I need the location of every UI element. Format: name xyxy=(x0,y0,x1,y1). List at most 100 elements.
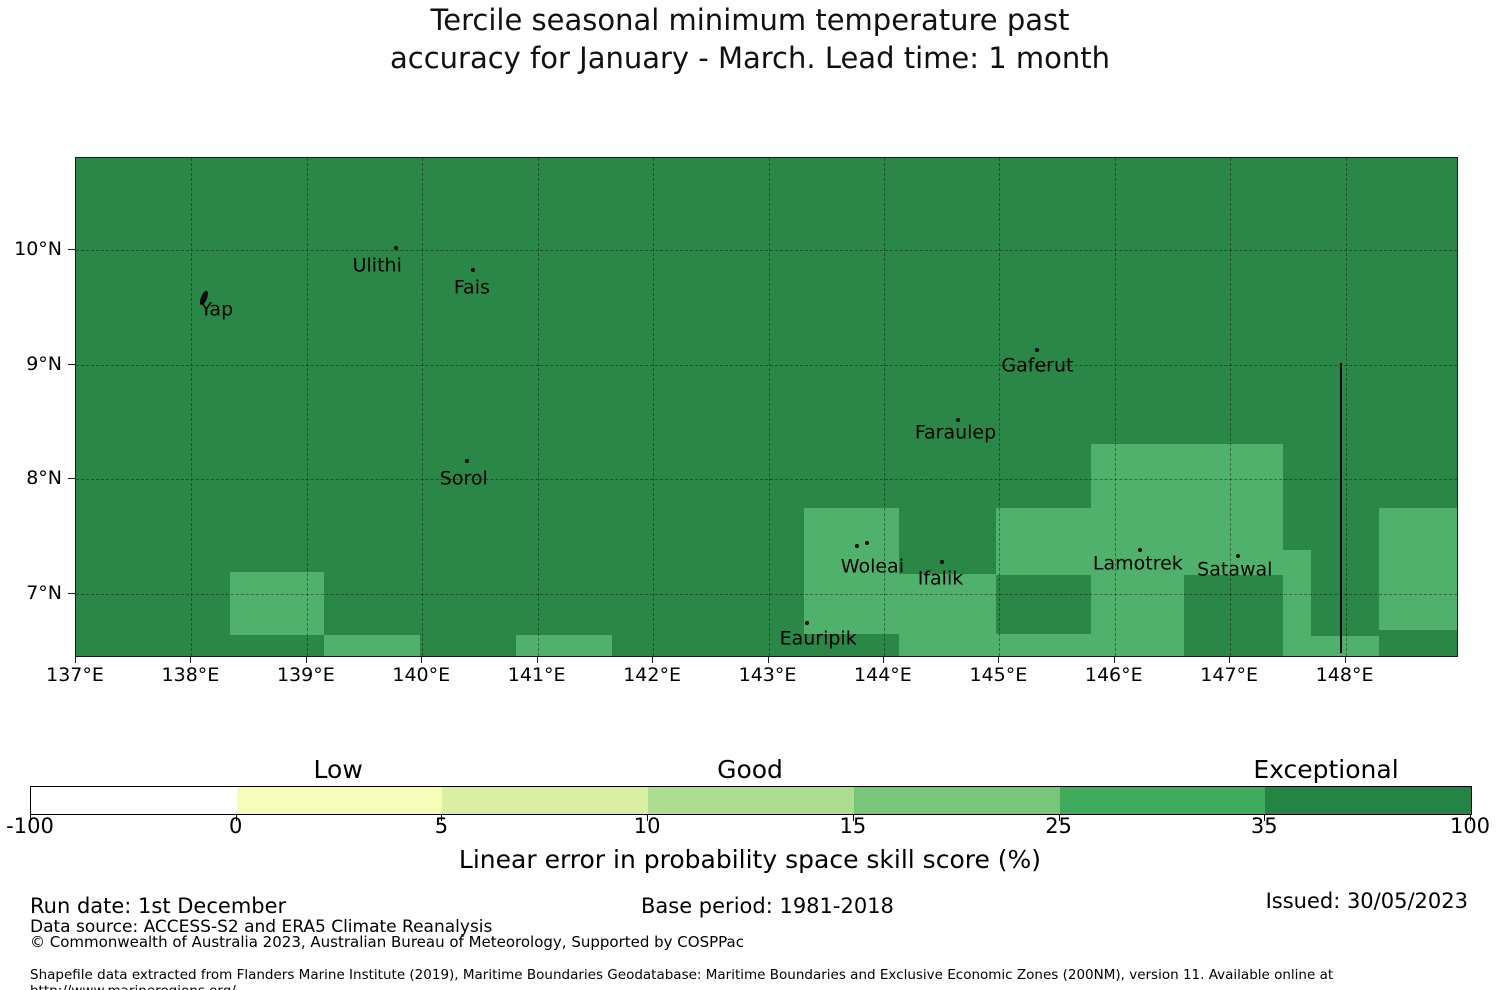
colorbar-tick-label: -100 xyxy=(6,814,54,838)
island-faraulep xyxy=(955,417,960,422)
island-satawal xyxy=(1236,553,1241,558)
gridline-vertical xyxy=(1230,158,1232,656)
island-label-satawal: Satawal xyxy=(1197,558,1273,581)
colorbar-category-exceptional: Exceptional xyxy=(1253,755,1399,784)
y-tick-label: 7°N xyxy=(26,581,62,604)
x-tick-mark xyxy=(1344,656,1346,663)
x-tick-mark xyxy=(1113,656,1115,663)
island-label-faraulep: Faraulep xyxy=(914,421,997,444)
skill-cell xyxy=(1090,575,1185,656)
x-tick-label: 147°E xyxy=(1200,664,1259,686)
y-tick-mark xyxy=(68,592,75,594)
colorbar-segment xyxy=(31,787,237,814)
island-label-gaferut: Gaferut xyxy=(1001,354,1074,377)
skill-cell xyxy=(229,571,325,635)
x-tick-label: 145°E xyxy=(969,664,1028,686)
island-label-yap: Yap xyxy=(200,298,234,321)
gridline-horizontal xyxy=(76,250,1457,252)
colorbar-category-good: Good xyxy=(717,755,783,784)
colorbar-caption: Linear error in probability space skill … xyxy=(458,845,1042,874)
skill-cell xyxy=(1090,443,1284,508)
y-tick-mark xyxy=(68,249,75,251)
chart-title-line-1: Tercile seasonal minimum temperature pas… xyxy=(430,3,1070,37)
x-tick-label: 137°E xyxy=(46,664,104,686)
skill-cell xyxy=(804,507,899,634)
colorbar-tick-label: 10 xyxy=(633,814,661,838)
colorbar-tick-mark xyxy=(647,814,649,821)
colorbar-tick-label: 100 xyxy=(1449,814,1491,838)
island-label-sorol: Sorol xyxy=(439,467,488,490)
x-tick-mark xyxy=(190,656,192,663)
y-tick-label: 8°N xyxy=(26,467,62,490)
island-ulithi xyxy=(393,245,398,250)
skill-cell xyxy=(515,634,612,656)
shapefile-note-text: Shapefile data extracted from Flanders M… xyxy=(30,967,1334,990)
colorbar-tick-mark xyxy=(1470,814,1471,821)
colorbar-tick-label: 35 xyxy=(1250,814,1278,838)
colorbar-segment xyxy=(1059,787,1266,814)
gridline-vertical xyxy=(1114,158,1116,656)
colorbar-tick-label: 15 xyxy=(839,814,867,838)
island-label-ifalik: Ifalik xyxy=(917,567,964,590)
base-period-text: Base period: 1981-2018 xyxy=(641,894,894,918)
colorbar-tick-label: 5 xyxy=(434,814,449,838)
island-gaferut xyxy=(1035,347,1040,352)
x-tick-mark xyxy=(998,656,1000,663)
y-tick-mark xyxy=(68,478,75,480)
gridline-horizontal xyxy=(76,364,1457,366)
skill-cell xyxy=(1283,550,1311,636)
colorbar-tick-mark xyxy=(1264,814,1266,821)
skill-cell xyxy=(898,574,996,656)
chart-title-line-2: accuracy for January - March. Lead time:… xyxy=(389,41,1110,75)
colorbar-tick-mark xyxy=(235,814,237,821)
island-fais xyxy=(471,267,476,272)
colorbar-tick-mark xyxy=(852,814,854,821)
x-tick-mark xyxy=(1229,656,1231,663)
skill-cell xyxy=(324,634,420,656)
island-label-woleai: Woleai xyxy=(840,555,904,578)
x-tick-label: 144°E xyxy=(854,664,912,686)
gridline-vertical xyxy=(1345,158,1347,656)
gridline-vertical xyxy=(768,158,770,656)
data-source-text: Data source: ACCESS-S2 and ERA5 Climate … xyxy=(30,917,493,937)
gridline-vertical xyxy=(422,158,424,656)
x-tick-mark xyxy=(305,656,307,663)
x-tick-mark xyxy=(75,656,76,663)
colorbar xyxy=(30,786,1472,815)
skill-cell xyxy=(995,633,1091,656)
colorbar-segment xyxy=(442,787,649,814)
x-tick-label: 139°E xyxy=(276,664,335,686)
copyright-text: © Commonwealth of Australia 2023, Austra… xyxy=(30,933,744,951)
gridline-vertical xyxy=(883,158,885,656)
x-tick-mark xyxy=(536,656,538,663)
island-label-lamotrek: Lamotrek xyxy=(1092,552,1183,575)
island-label-fais: Fais xyxy=(453,276,490,299)
colorbar-tick-mark xyxy=(30,814,31,821)
y-tick-label: 10°N xyxy=(14,238,62,261)
island-woleai xyxy=(855,543,860,548)
x-tick-label: 141°E xyxy=(507,664,566,686)
island-ifalik xyxy=(939,559,944,564)
colorbar-category-low: Low xyxy=(313,755,363,784)
x-tick-label: 142°E xyxy=(623,664,681,686)
colorbar-segment xyxy=(1265,787,1472,814)
y-tick-mark xyxy=(68,363,75,365)
skill-cell xyxy=(995,507,1284,576)
x-tick-mark xyxy=(652,656,654,663)
gridline-vertical xyxy=(537,158,539,656)
skill-cell xyxy=(1379,507,1457,631)
colorbar-tick-label: 25 xyxy=(1045,814,1072,838)
gridline-vertical xyxy=(191,158,193,656)
x-tick-mark xyxy=(421,656,423,663)
issued-date-text: Issued: 30/05/2023 xyxy=(1265,889,1468,913)
island-label-ulithi: Ulithi xyxy=(352,254,402,277)
x-tick-mark xyxy=(767,656,769,663)
island-sorol xyxy=(465,458,470,463)
skill-cell xyxy=(1283,635,1380,656)
island-label-eauripik: Eauripik xyxy=(779,627,857,650)
x-tick-label: 138°E xyxy=(161,664,220,686)
gridline-vertical xyxy=(306,158,308,656)
colorbar-tick-mark xyxy=(1058,814,1060,821)
gridline-vertical xyxy=(999,158,1001,656)
